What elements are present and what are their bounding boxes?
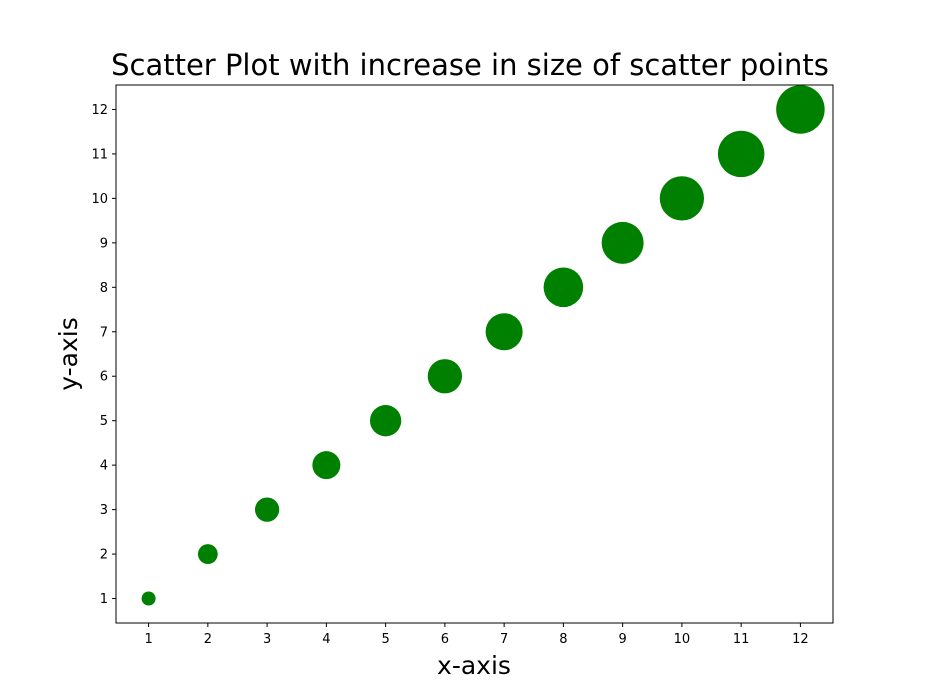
scatter-point [254, 497, 280, 522]
x-tick-label: 8 [559, 632, 567, 647]
scatter-point [369, 405, 402, 437]
scatter-point [543, 267, 584, 308]
y-tick-label: 9 [100, 236, 108, 251]
scatter-point [141, 591, 156, 606]
scatter-points [141, 85, 825, 606]
y-tick-label: 12 [91, 103, 108, 118]
x-tick-label: 11 [733, 632, 750, 647]
y-tick-label: 10 [91, 192, 108, 207]
scatter-point [659, 176, 705, 221]
x-tick-label: 12 [792, 632, 809, 647]
x-tick-label: 5 [381, 632, 389, 647]
x-axis-ticks: 1 2 3 4 5 6 7 8 9 10 11 12 [144, 623, 809, 647]
scatter-point [485, 313, 523, 351]
y-tick-label: 8 [100, 281, 108, 296]
y-tick-label: 1 [100, 592, 108, 607]
x-tick-label: 2 [204, 632, 212, 647]
y-tick-label: 6 [100, 370, 108, 385]
x-tick-label: 9 [618, 632, 626, 647]
x-tick-label: 4 [322, 632, 330, 647]
scatter-point [601, 221, 644, 264]
y-tick-label: 11 [91, 147, 108, 162]
y-axis-label: y-axis [54, 317, 83, 390]
y-tick-label: 3 [100, 503, 108, 518]
y-tick-label: 5 [100, 414, 108, 429]
y-tick-label: 7 [100, 325, 108, 340]
scatter-point [717, 130, 765, 178]
x-tick-label: 1 [144, 632, 152, 647]
x-axis-label: x-axis [437, 651, 511, 680]
chart-title: Scatter Plot with increase in size of sc… [111, 48, 829, 82]
y-tick-label: 4 [100, 459, 108, 474]
x-tick-label: 7 [500, 632, 508, 647]
y-tick-label: 2 [100, 548, 108, 563]
x-tick-label: 6 [441, 632, 449, 647]
x-tick-label: 3 [263, 632, 271, 647]
x-tick-label: 10 [674, 632, 691, 647]
scatter-point [427, 359, 463, 394]
scatter-point [776, 85, 825, 134]
scatter-point [197, 544, 218, 564]
axes-frame [115, 84, 834, 624]
scatter-point [312, 451, 341, 480]
